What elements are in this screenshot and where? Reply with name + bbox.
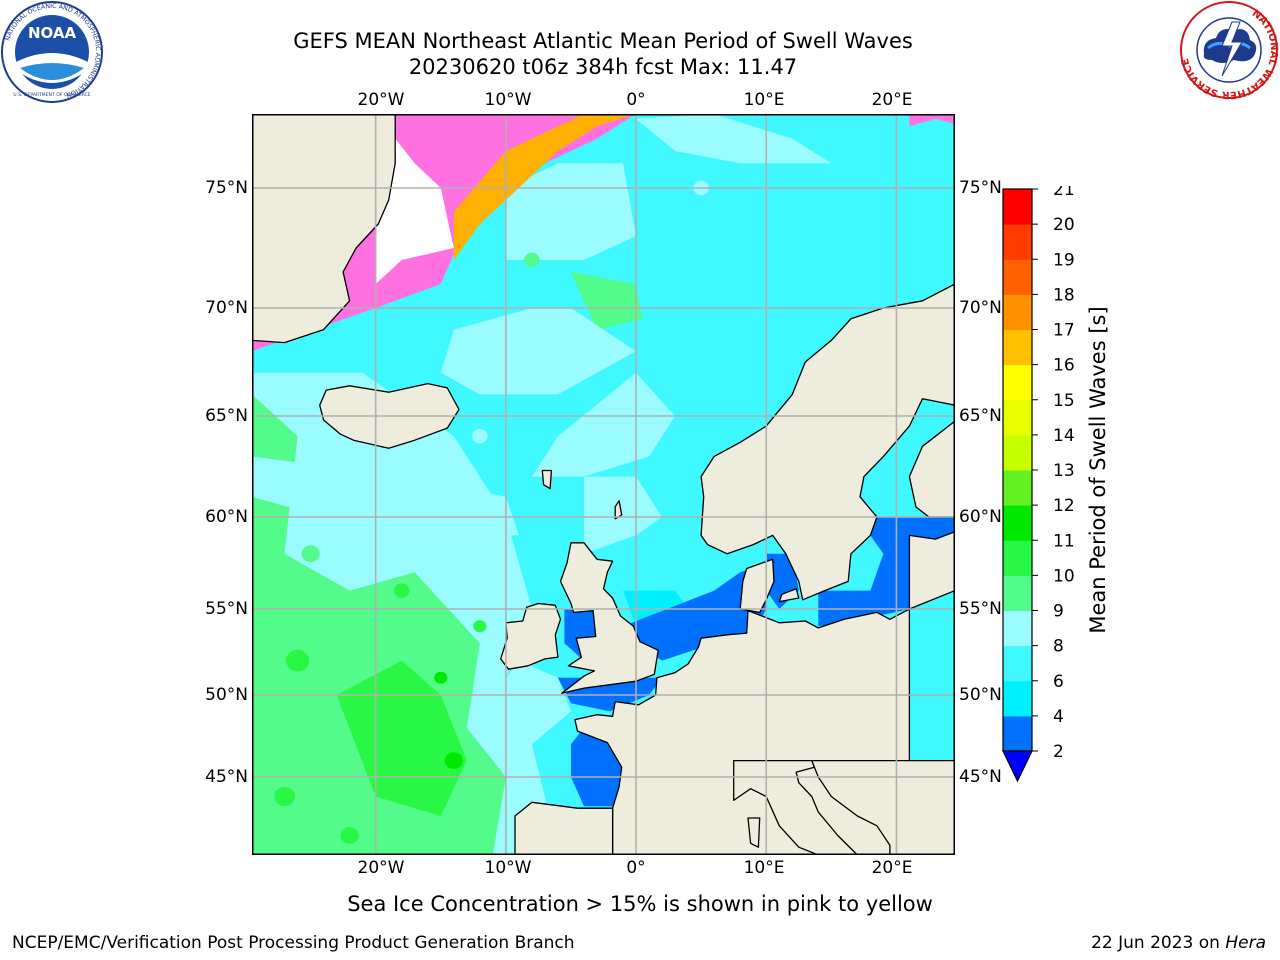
lat-tick-left: 55°N bbox=[205, 599, 248, 619]
colorbar-tick-label: 15 bbox=[1053, 391, 1075, 411]
colorbar: 2 4 6 8 9 10 11 12 13 14 15 16 17 18 19 20 21 bbox=[1001, 186, 1091, 786]
lat-tick-left: 50°N bbox=[205, 685, 248, 705]
colorbar-bin bbox=[1003, 435, 1032, 471]
colorbar-bin bbox=[1003, 611, 1032, 647]
svg-text:U.S. DEPARTMENT OF COMMERCE: U.S. DEPARTMENT OF COMMERCE bbox=[13, 92, 90, 98]
nws-logo: NATIONAL WEATHER SERVICE bbox=[1178, 0, 1280, 100]
swell-patch bbox=[445, 752, 463, 769]
lon-tick-top: 20°E bbox=[872, 90, 913, 110]
colorbar-tick-label: 9 bbox=[1053, 602, 1064, 622]
colorbar-tick-label: 21 bbox=[1053, 186, 1075, 200]
colorbar-tick-label: 20 bbox=[1053, 215, 1075, 235]
swell-patch bbox=[274, 787, 295, 806]
swell-patch bbox=[473, 620, 486, 632]
colorbar-bin bbox=[1003, 681, 1032, 717]
noaa-logo: NOAA NATIONAL OCEANIC AND ATMOSPHERIC AD… bbox=[0, 0, 104, 104]
colorbar-bin bbox=[1003, 224, 1032, 260]
colorbar-tick-label: 11 bbox=[1053, 531, 1075, 551]
lat-tick-right: 75°N bbox=[959, 178, 1002, 198]
colorbar-bin bbox=[1003, 716, 1032, 752]
colorbar-bin bbox=[1003, 575, 1032, 611]
colorbar-tick-label: 8 bbox=[1053, 637, 1064, 657]
lat-tick-right: 55°N bbox=[959, 599, 1002, 619]
swell-patch bbox=[617, 388, 630, 400]
colorbar-tick-label: 17 bbox=[1053, 321, 1075, 341]
chart-title: GEFS MEAN Northeast Atlantic Mean Period… bbox=[253, 28, 953, 54]
chart-subtitle: 20230620 t06z 384h fcst Max: 11.47 bbox=[253, 54, 953, 80]
host-name: Hera bbox=[1225, 933, 1266, 953]
colorbar-tick-label: 12 bbox=[1053, 496, 1075, 516]
swell-patch bbox=[472, 429, 488, 443]
swell-patch bbox=[286, 650, 309, 672]
lat-tick-right: 65°N bbox=[959, 406, 1002, 426]
colorbar-bin bbox=[1003, 400, 1032, 436]
lon-tick-top: 10°E bbox=[744, 90, 785, 110]
lat-tick-left: 45°N bbox=[205, 767, 248, 787]
colorbar-tick-label: 14 bbox=[1053, 426, 1075, 446]
colorbar-tick-label: 13 bbox=[1053, 461, 1075, 481]
colorbar-bin bbox=[1003, 294, 1032, 330]
lon-tick-top: 10°W bbox=[485, 90, 532, 110]
colorbar-tick-label: 19 bbox=[1053, 250, 1075, 270]
lat-tick-left: 60°N bbox=[205, 507, 248, 527]
lon-tick-bottom: 10°W bbox=[485, 858, 532, 878]
colorbar-bin bbox=[1003, 259, 1032, 295]
swell-patch bbox=[301, 545, 319, 562]
swell-patch bbox=[341, 827, 359, 844]
lat-tick-right: 70°N bbox=[959, 298, 1002, 318]
lon-tick-top: 20°W bbox=[358, 90, 405, 110]
colorbar-bin bbox=[1003, 470, 1032, 506]
lon-tick-top: 0° bbox=[626, 90, 645, 110]
lon-tick-bottom: 20°W bbox=[358, 858, 405, 878]
colorbar-tick-label: 10 bbox=[1053, 566, 1075, 586]
colorbar-tick-label: 2 bbox=[1053, 742, 1064, 762]
lat-tick-right: 45°N bbox=[959, 767, 1002, 787]
colorbar-bin bbox=[1003, 646, 1032, 682]
colorbar-bin bbox=[1003, 330, 1032, 366]
date-text: 22 Jun 2023 on Hera bbox=[1091, 933, 1266, 953]
colorbar-bin bbox=[1003, 540, 1032, 576]
colorbar-tick-label: 16 bbox=[1053, 356, 1075, 376]
colorbar-bins bbox=[1003, 189, 1032, 781]
date-value: 22 Jun 2023 on bbox=[1091, 933, 1225, 953]
colorbar-ticks: 2 4 6 8 9 10 11 12 13 14 15 16 17 18 19 20 21 bbox=[1032, 186, 1075, 762]
lon-tick-bottom: 0° bbox=[626, 858, 645, 878]
swell-patch bbox=[394, 789, 410, 803]
colorbar-label: Mean Period of Swell Waves [s] bbox=[1086, 306, 1110, 633]
swell-patch bbox=[524, 253, 540, 267]
lat-tick-left: 65°N bbox=[205, 406, 248, 426]
colorbar-tick-label: 6 bbox=[1053, 672, 1064, 692]
map-panel bbox=[252, 114, 955, 855]
sea-ice-note: Sea Ice Concentration > 15% is shown in … bbox=[0, 892, 1280, 916]
colorbar-tick-label: 18 bbox=[1053, 285, 1075, 305]
noaa-logo-text: NOAA bbox=[28, 24, 77, 42]
lon-tick-bottom: 10°E bbox=[744, 858, 785, 878]
swell-patch bbox=[394, 583, 410, 597]
lat-tick-right: 60°N bbox=[959, 507, 1002, 527]
lat-tick-left: 75°N bbox=[205, 178, 248, 198]
lat-tick-left: 70°N bbox=[205, 298, 248, 318]
colorbar-bin bbox=[1003, 189, 1032, 225]
lat-tick-right: 50°N bbox=[959, 685, 1002, 705]
colorbar-bin bbox=[1003, 505, 1032, 541]
lon-tick-bottom: 20°E bbox=[872, 858, 913, 878]
swell-patch bbox=[434, 672, 447, 684]
colorbar-bin bbox=[1003, 365, 1032, 401]
credit-text: NCEP/EMC/Verification Post Processing Pr… bbox=[12, 933, 575, 953]
colorbar-under-arrow bbox=[1003, 751, 1032, 781]
colorbar-tick-label: 4 bbox=[1053, 707, 1064, 727]
iberia-land bbox=[515, 802, 613, 855]
